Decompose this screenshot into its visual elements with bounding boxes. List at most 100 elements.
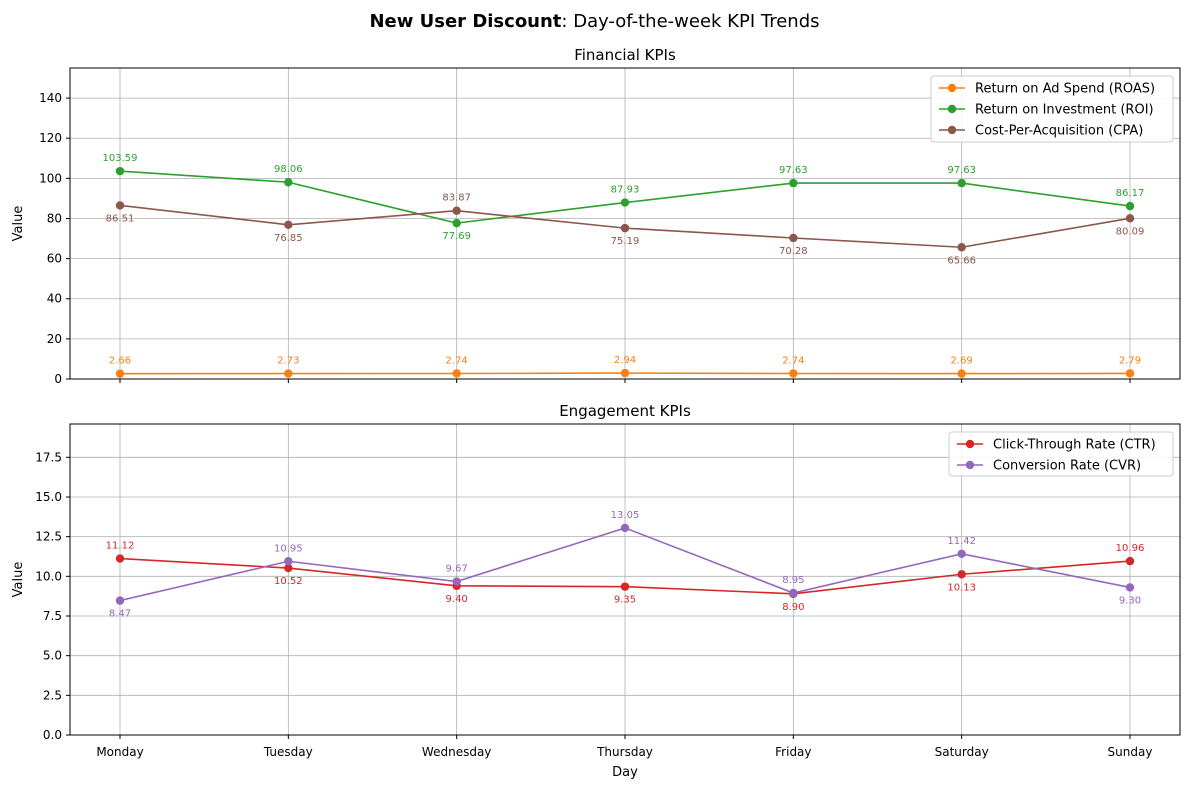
data-point xyxy=(284,563,293,573)
data-label: 86.17 xyxy=(1116,188,1145,199)
data-label: 11.42 xyxy=(947,536,976,547)
y-tick-label: 5.0 xyxy=(43,649,62,663)
suptitle-bold: New User Discount xyxy=(369,11,561,32)
data-label: 8.90 xyxy=(782,602,804,613)
y-tick-label: 0 xyxy=(54,372,62,386)
y-tick-label: 7.5 xyxy=(43,609,62,623)
data-label: 8.95 xyxy=(782,575,804,586)
y-tick-label: 12.5 xyxy=(35,530,62,544)
data-point xyxy=(620,223,630,233)
data-point xyxy=(115,166,125,176)
data-label: 11.12 xyxy=(106,541,135,552)
data-point xyxy=(620,198,630,207)
legend-label: Return on Ad Spend (ROAS) xyxy=(975,82,1155,97)
chart-panels: 0 20 40 60 80 100 120 140 Value Financial KPIs 2.6… xyxy=(11,46,1181,759)
data-point xyxy=(115,554,125,563)
y-tick-label: 120 xyxy=(39,131,62,145)
data-label: 8.47 xyxy=(109,609,131,620)
data-point xyxy=(284,369,293,378)
data-label: 9.67 xyxy=(446,564,468,575)
data-point xyxy=(1125,214,1135,223)
data-point xyxy=(1125,583,1135,592)
legend-label: Conversion Rate (CVR) xyxy=(993,459,1141,474)
y-axis-title: Value xyxy=(11,206,26,242)
legend-marker xyxy=(965,439,975,449)
data-label: 83.87 xyxy=(442,193,471,204)
data-point xyxy=(620,368,630,378)
data-label: 2.73 xyxy=(277,356,299,367)
data-label: 2.94 xyxy=(614,355,636,366)
y-tick-label: 60 xyxy=(47,252,62,266)
chart-panel-1: 0 20 40 60 80 100 120 140 Value Financial KPIs 2.6… xyxy=(11,46,1181,386)
y-tick-label: 10.0 xyxy=(35,569,62,583)
y-tick-label: 2.5 xyxy=(43,688,62,702)
y-tick-label: 20 xyxy=(47,332,62,346)
data-point xyxy=(1125,369,1135,378)
data-point xyxy=(115,596,125,605)
data-label: 9.35 xyxy=(614,595,636,606)
legend-box xyxy=(930,75,1174,143)
data-point xyxy=(957,243,966,252)
data-label: 65.66 xyxy=(947,255,976,266)
x-tick-label: Saturday xyxy=(935,745,989,759)
y-tick-label: 0.0 xyxy=(43,728,62,742)
legend-box xyxy=(948,431,1174,477)
data-label: 87.93 xyxy=(611,185,640,196)
data-label: 10.13 xyxy=(947,582,976,593)
data-point xyxy=(284,178,293,187)
data-point xyxy=(115,201,125,210)
data-label: 97.63 xyxy=(779,165,808,176)
legend-marker xyxy=(947,125,957,135)
data-label: 98.06 xyxy=(274,164,303,175)
data-point xyxy=(957,178,966,188)
y-tick-label: 80 xyxy=(47,211,62,225)
data-label: 77.69 xyxy=(442,231,471,242)
data-point xyxy=(789,588,798,598)
suptitle-rest: : Day-of-the-week KPI Trends xyxy=(561,11,819,32)
x-tick-label: Monday xyxy=(96,745,143,759)
data-label: 9.40 xyxy=(446,594,468,605)
legend-marker xyxy=(965,460,975,470)
chart-panel-2: 0.0 2.5 5.0 7.5 10.0 12.5 15.0 17.5 Monday Tuesda… xyxy=(11,402,1181,759)
data-label: 2.66 xyxy=(109,356,131,367)
data-point xyxy=(1125,201,1135,211)
legend-label: Click-Through Rate (CTR) xyxy=(993,438,1156,453)
legend-marker xyxy=(947,104,957,114)
data-point xyxy=(452,218,461,228)
panel-title: Financial KPIs xyxy=(574,46,676,64)
legend-label: Return on Investment (ROI) xyxy=(975,103,1154,118)
data-label: 10.52 xyxy=(274,576,303,587)
data-label: 10.96 xyxy=(1116,543,1145,554)
legend-label: Cost-Per-Acquisition (CPA) xyxy=(975,124,1143,139)
data-point xyxy=(1125,556,1135,566)
data-point xyxy=(957,570,966,579)
data-point xyxy=(115,369,125,378)
y-tick-label: 17.5 xyxy=(35,450,62,464)
data-point xyxy=(620,523,630,533)
figure-suptitle: New User Discount: Day-of-the-week KPI T… xyxy=(369,11,819,32)
data-point xyxy=(957,369,966,378)
data-label: 2.69 xyxy=(951,356,973,367)
y-tick-label: 140 xyxy=(39,91,62,105)
data-point xyxy=(789,233,798,243)
y-axis-title: Value xyxy=(11,562,26,598)
y-tick-label: 100 xyxy=(39,171,62,185)
data-label: 9.30 xyxy=(1119,595,1141,606)
x-tick-label: Sunday xyxy=(1108,745,1153,759)
data-label: 10.95 xyxy=(274,543,303,554)
x-tick-label: Friday xyxy=(775,745,811,759)
data-point xyxy=(789,178,798,188)
data-point xyxy=(957,549,966,558)
data-label: 13.05 xyxy=(611,510,640,521)
data-point xyxy=(284,220,293,230)
x-axis-title: Day xyxy=(612,765,638,780)
y-tick-label: 40 xyxy=(47,292,62,306)
data-label: 2.74 xyxy=(782,356,804,367)
y-tick-label: 15.0 xyxy=(35,490,62,504)
panel-title: Engagement KPIs xyxy=(559,402,691,420)
data-point xyxy=(284,557,293,566)
data-point xyxy=(452,577,461,586)
data-point xyxy=(620,582,630,591)
data-label: 70.28 xyxy=(779,246,808,257)
